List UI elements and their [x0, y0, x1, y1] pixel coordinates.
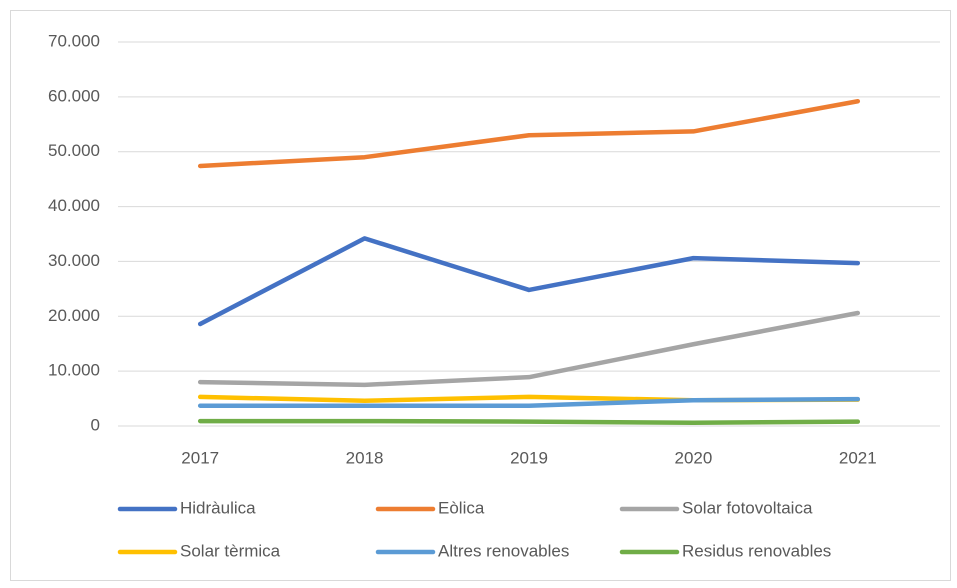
series-line [197, 396, 861, 408]
x-tick-label: 2017 [181, 448, 219, 467]
x-tick-label: 2020 [674, 448, 712, 467]
y-tick-label: 30.000 [48, 251, 100, 270]
y-tick-label: 60.000 [48, 86, 100, 105]
y-tick-label: 10.000 [48, 361, 100, 380]
legend-label: Solar tèrmica [180, 541, 281, 560]
y-tick-label: 70.000 [48, 31, 100, 50]
legend-label: Hidràulica [180, 498, 256, 517]
series-line [197, 236, 861, 327]
legend-label: Solar fotovoltaica [682, 498, 813, 517]
series-line [197, 418, 861, 425]
series-line [197, 98, 861, 169]
series-line [197, 310, 861, 388]
y-tick-label: 50.000 [48, 141, 100, 160]
y-tick-label: 40.000 [48, 196, 100, 215]
x-tick-label: 2019 [510, 448, 548, 467]
legend-label: Residus renovables [682, 541, 831, 560]
chart-border [10, 10, 951, 581]
y-tick-label: 20.000 [48, 306, 100, 325]
legend-label: Altres renovables [438, 541, 569, 560]
legend-label: Eòlica [438, 498, 485, 517]
y-tick-label: 0 [91, 415, 100, 434]
x-tick-label: 2018 [346, 448, 384, 467]
x-tick-label: 2021 [839, 448, 877, 467]
